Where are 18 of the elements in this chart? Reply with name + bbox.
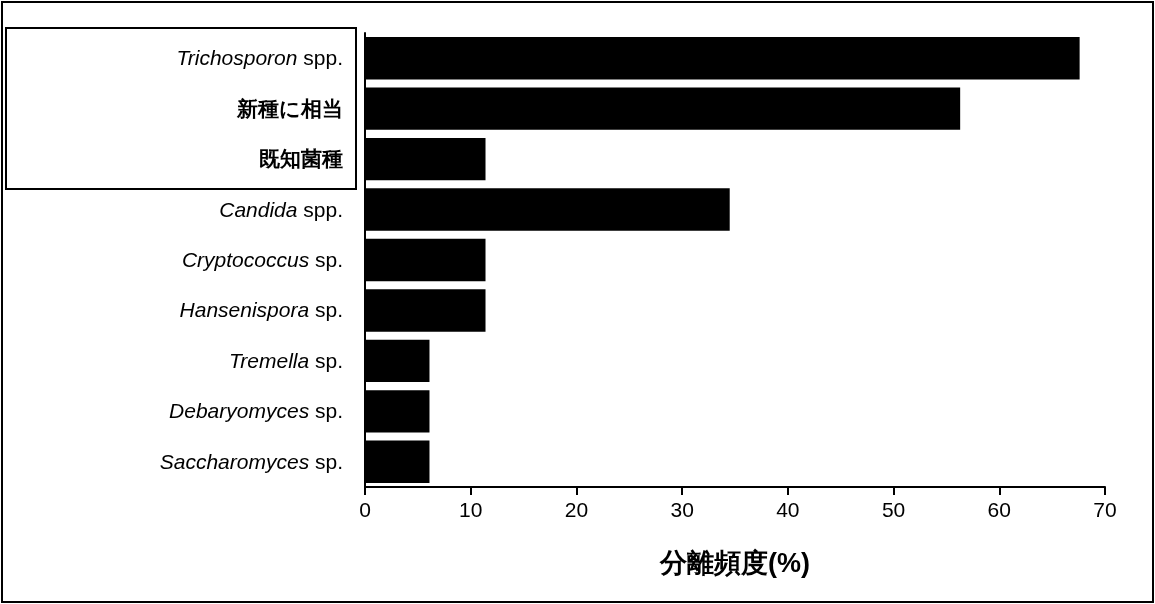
x-tick-label: 30 [670, 498, 694, 521]
x-tick-label: 10 [459, 498, 483, 521]
x-tick-label: 20 [564, 498, 589, 521]
y-tick-label: 既知菌種 [259, 147, 343, 172]
y-tick-label: Candida spp. [219, 197, 343, 222]
y-tick-label: Trichosporon spp. [176, 46, 343, 71]
y-tick-label: Debaryomyces sp. [169, 399, 343, 424]
x-tick-label: 0 [359, 498, 371, 521]
x-tick-label: 60 [987, 498, 1011, 521]
y-tick-label: Saccharomyces sp. [159, 449, 343, 474]
y-tick-label: Tremella sp. [229, 348, 343, 373]
y-tick-label: Hansenispora sp. [179, 298, 343, 323]
x-tick-label: 70 [1093, 498, 1117, 521]
x-tick-label: 40 [776, 498, 800, 521]
y-tick-label: Cryptococcus sp. [181, 248, 343, 272]
x-axis-title: 分離頻度(%) [659, 547, 810, 578]
x-tick-label: 50 [881, 498, 906, 521]
y-tick-label: 新種に相当 [237, 96, 343, 121]
